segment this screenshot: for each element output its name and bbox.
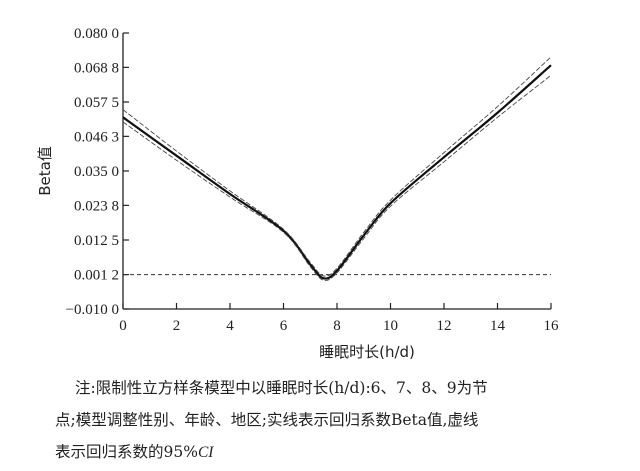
y-tick-label: 0.012 5	[74, 233, 119, 249]
y-axis-title: Beta值	[36, 146, 54, 196]
x-tick-label: 2	[173, 318, 181, 334]
axes	[122, 32, 552, 310]
x-axis-title: 睡眠时长(h/d)	[319, 343, 415, 361]
y-tick-label: −0.010 0	[66, 302, 119, 318]
ci-line	[122, 56, 552, 277]
x-tick-label: 8	[333, 318, 341, 334]
y-tick-label: 0.046 3	[74, 129, 119, 145]
note-line-3-text: 表示回归系数的95%	[55, 443, 198, 461]
x-tick-label: 4	[226, 318, 234, 334]
x-tick-label: 14	[490, 318, 506, 334]
tick-labels: −0.010 0 0.001 2 0.012 5 0.023 8 0.035 0 0.04…	[66, 26, 559, 334]
x-tick-label: 0	[119, 318, 127, 334]
y-tick-label: 0.068 8	[74, 60, 119, 76]
beta-line	[122, 64, 552, 280]
chart-canvas: −0.010 0 0.001 2 0.012 5 0.023 8 0.035 0 0.04…	[36, 26, 559, 361]
note-line-1: 注:限制性立方样条模型中以睡眠时长(h/d):6、7、8、9为节	[75, 379, 488, 397]
note-line-3: 表示回归系数的95%CI	[55, 436, 585, 469]
spline-chart: −0.010 0 0.001 2 0.012 5 0.023 8 0.035 0 0.04…	[36, 26, 559, 361]
y-tick-label: 0.023 8	[74, 198, 119, 214]
ci-line	[122, 74, 552, 281]
y-tick-label: 0.035 0	[74, 164, 119, 180]
x-tick-label: 6	[280, 318, 288, 334]
x-tick-label: 12	[437, 318, 452, 334]
x-tick-label: 10	[383, 318, 398, 334]
y-tick-label: 0.080 0	[74, 26, 119, 42]
ci-italic: CI	[197, 444, 214, 461]
x-tick-label: 16	[544, 318, 560, 334]
figure-note: 注:限制性立方样条模型中以睡眠时长(h/d):6、7、8、9为节 点;模型调整性…	[55, 372, 585, 469]
series-group	[122, 56, 552, 281]
y-tick-label: 0.001 2	[74, 268, 119, 284]
y-tick-label: 0.057 5	[74, 95, 119, 111]
note-line-2: 点;模型调整性别、年龄、地区;实线表示回归系数Beta值,虚线	[55, 411, 479, 429]
